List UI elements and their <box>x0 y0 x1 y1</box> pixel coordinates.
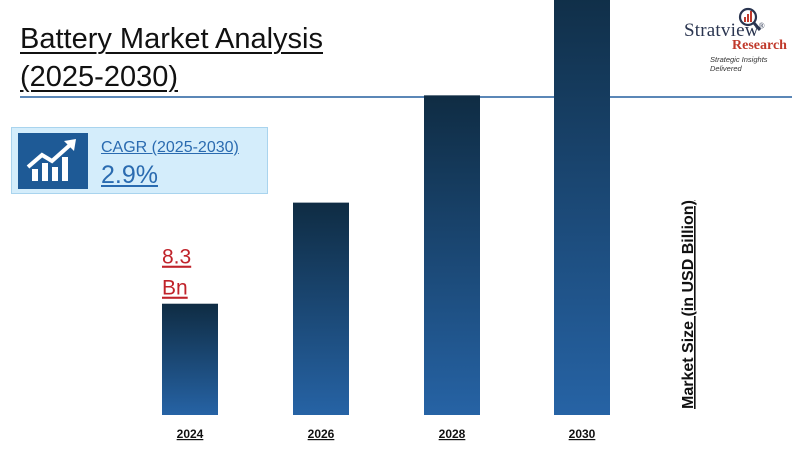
header-divider <box>20 96 792 98</box>
title-line-1: Battery Market Analysis <box>20 23 323 55</box>
y-axis-label: Market Size (in USD Billion) <box>680 200 697 409</box>
bar-2024 <box>162 303 218 415</box>
cagr-value: 2.9% <box>101 161 158 189</box>
bar-2028 <box>424 95 480 416</box>
title-line-2: (2025-2030) <box>20 61 178 93</box>
cagr-box: CAGR (2025-2030) 2.9% <box>11 127 268 194</box>
bars-group <box>162 0 610 416</box>
stratview-logo: Stratview® Research Strategic Insights D… <box>672 6 800 73</box>
logo-name: Stratview® <box>684 20 765 42</box>
x-tick-2030: 2030 <box>569 427 596 441</box>
data-label-2024-value: 8.3 <box>162 246 191 269</box>
logo-name-text: Stratview <box>684 20 759 41</box>
chart-magnifier-icon <box>738 7 762 31</box>
bar-2030 <box>554 0 610 415</box>
x-tick-2026: 2026 <box>308 427 335 441</box>
x-tick-labels: 2024 2026 2028 2030 <box>177 427 596 441</box>
data-labels: 8.3Bn9.9Bn <box>162 246 191 300</box>
data-label-2024-unit: Bn <box>162 277 188 300</box>
x-tick-2024: 2024 <box>177 427 204 441</box>
logo-tagline: Strategic Insights Delivered <box>710 55 768 73</box>
x-tick-2028: 2028 <box>439 427 466 441</box>
cagr-label: CAGR (2025-2030) <box>101 139 239 156</box>
bar-2026 <box>293 202 349 415</box>
logo-registered-mark: ® <box>758 21 765 31</box>
trend-up-chart-icon <box>18 133 88 189</box>
y-axis-label-wrap: Market Size (in USD Billion) <box>680 200 697 409</box>
logo-sub: Research <box>732 38 787 53</box>
page-title: Battery Market Analysis (2025-2030) <box>20 20 323 96</box>
